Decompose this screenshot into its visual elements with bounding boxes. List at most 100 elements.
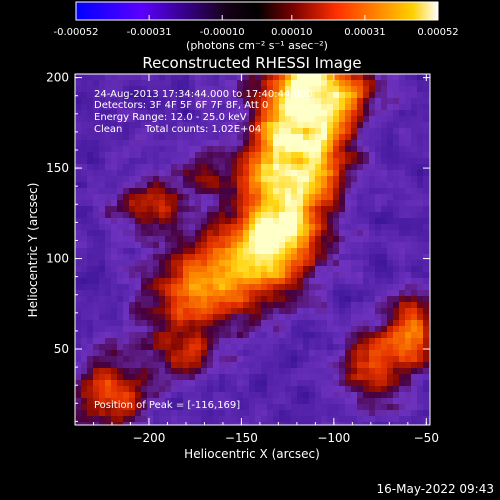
heatmap-cell	[291, 362, 298, 369]
heatmap-cell	[189, 362, 196, 369]
heatmap-cell	[315, 98, 322, 105]
heatmap-cell	[147, 212, 154, 219]
heatmap-cell	[183, 368, 190, 375]
heatmap-cell	[273, 236, 280, 243]
heatmap-cell	[417, 344, 424, 351]
heatmap-cell	[399, 86, 406, 93]
heatmap-cell	[243, 254, 250, 261]
heatmap-cell	[177, 164, 184, 171]
heatmap-cell	[393, 236, 400, 243]
heatmap-cell	[99, 356, 106, 363]
heatmap-cell	[303, 224, 310, 231]
heatmap-cell	[123, 182, 130, 189]
heatmap-cell	[213, 410, 220, 417]
heatmap-cell	[159, 266, 166, 273]
heatmap-cell	[249, 80, 256, 87]
heatmap-cell	[261, 170, 268, 177]
heatmap-cell	[135, 146, 142, 153]
heatmap-cell	[303, 284, 310, 291]
heatmap-cell	[75, 170, 82, 177]
heatmap-cell	[411, 410, 418, 417]
heatmap-cell	[255, 284, 262, 291]
heatmap-cell	[141, 134, 148, 141]
heatmap-cell	[75, 290, 82, 297]
heatmap-cell	[399, 134, 406, 141]
heatmap-cell	[231, 404, 238, 411]
heatmap-cell	[351, 122, 358, 129]
heatmap-cell	[369, 86, 376, 93]
heatmap-cell	[183, 302, 190, 309]
heatmap-cell	[321, 338, 328, 345]
heatmap-cell	[267, 110, 274, 117]
heatmap-cell	[195, 320, 202, 327]
heatmap-cell	[165, 272, 172, 279]
heatmap-cell	[105, 362, 112, 369]
heatmap-cell	[417, 122, 424, 129]
heatmap-cell	[123, 392, 130, 399]
heatmap-cell	[321, 422, 328, 425]
heatmap-cell	[363, 170, 370, 177]
heatmap-cell	[153, 278, 160, 285]
heatmap-cell	[165, 122, 172, 129]
heatmap-cell	[225, 170, 232, 177]
heatmap-cell	[213, 116, 220, 123]
heatmap-cell	[153, 368, 160, 375]
heatmap-cell	[387, 212, 394, 219]
heatmap-cell	[333, 98, 340, 105]
heatmap-cell	[423, 386, 430, 393]
heatmap-cell	[207, 284, 214, 291]
heatmap-cell	[231, 128, 238, 135]
heatmap-cell	[93, 296, 100, 303]
heatmap-cell	[387, 248, 394, 255]
heatmap-cell	[327, 374, 334, 381]
heatmap-cell	[81, 296, 88, 303]
heatmap-cell	[393, 410, 400, 417]
heatmap-cell	[351, 386, 358, 393]
heatmap-cell	[255, 200, 262, 207]
heatmap-cell	[225, 122, 232, 129]
heatmap-cell	[255, 326, 262, 333]
heatmap-cell	[153, 362, 160, 369]
heatmap-cell	[369, 224, 376, 231]
heatmap-cell	[213, 176, 220, 183]
heatmap-cell	[273, 344, 280, 351]
heatmap-cell	[321, 230, 328, 237]
heatmap-cell	[285, 188, 292, 195]
heatmap-cell	[105, 170, 112, 177]
heatmap-cell	[273, 92, 280, 99]
heatmap-cell	[213, 80, 220, 87]
heatmap-cell	[249, 182, 256, 189]
heatmap-cell	[309, 212, 316, 219]
heatmap-cell	[411, 260, 418, 267]
heatmap-cell	[111, 392, 118, 399]
heatmap-cell	[363, 416, 370, 423]
heatmap-cell	[279, 212, 286, 219]
heatmap-cell	[201, 374, 208, 381]
heatmap-cell	[405, 260, 412, 267]
heatmap-cell	[171, 398, 178, 405]
heatmap-cell	[225, 302, 232, 309]
heatmap-cell	[351, 212, 358, 219]
heatmap-cell	[261, 230, 268, 237]
heatmap-cell	[153, 302, 160, 309]
heatmap-cell	[423, 140, 430, 147]
heatmap-cell	[189, 326, 196, 333]
heatmap-cell	[207, 416, 214, 423]
heatmap-cell	[99, 146, 106, 153]
heatmap-cell	[279, 158, 286, 165]
heatmap-cell	[267, 380, 274, 387]
heatmap-cell	[405, 266, 412, 273]
heatmap-cell	[321, 116, 328, 123]
heatmap-cell	[237, 152, 244, 159]
heatmap-cell	[75, 98, 82, 105]
heatmap-cell	[147, 260, 154, 267]
heatmap-cell	[345, 374, 352, 381]
heatmap-cell	[279, 404, 286, 411]
heatmap-cell	[303, 194, 310, 201]
heatmap-cell	[117, 152, 124, 159]
heatmap-cell	[381, 74, 388, 81]
heatmap-cell	[201, 320, 208, 327]
heatmap-cell	[399, 200, 406, 207]
heatmap-cell	[177, 146, 184, 153]
heatmap-cell	[363, 152, 370, 159]
